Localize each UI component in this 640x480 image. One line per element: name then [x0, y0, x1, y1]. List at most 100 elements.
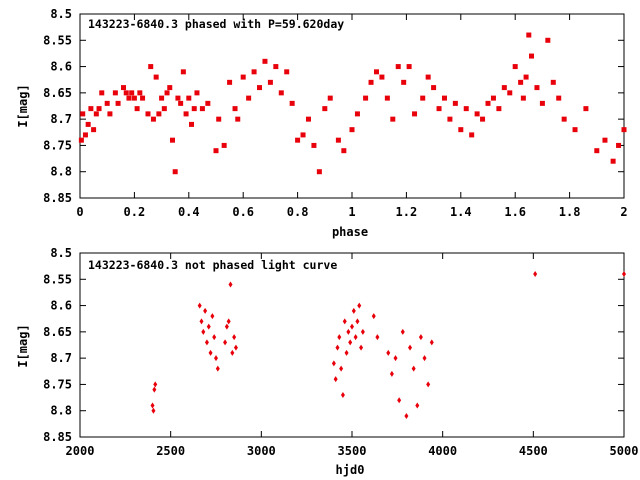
data-point [191, 106, 197, 112]
plot-frame [79, 252, 625, 438]
data-point [221, 142, 227, 148]
data-point [82, 132, 88, 138]
data-point [183, 111, 189, 117]
chart-title: 143223-6840.3 phased with P=59.620day [88, 17, 344, 31]
data-point [226, 318, 231, 325]
data-point [180, 69, 186, 75]
data-point [422, 355, 427, 362]
data-point [529, 53, 535, 59]
x-axis-label: phase [332, 225, 368, 239]
data-point [354, 111, 360, 117]
data-point [583, 106, 589, 112]
data-point [344, 349, 349, 356]
x-tick-label: 1.2 [396, 205, 418, 219]
data-point [197, 302, 202, 309]
data-point [480, 116, 486, 122]
tick-marks [79, 13, 625, 199]
data-point [137, 90, 143, 96]
data-point [224, 323, 229, 330]
data-point [210, 313, 215, 320]
data-point [400, 328, 405, 335]
x-tick-label: 3000 [247, 444, 276, 458]
data-point [353, 334, 358, 341]
data-points [150, 271, 626, 419]
data-point [350, 323, 354, 330]
data-point [379, 74, 385, 80]
x-tick-label: 4500 [519, 444, 548, 458]
x-tick-label: 5000 [610, 444, 639, 458]
data-point [412, 111, 418, 117]
data-point [257, 85, 263, 91]
y-axis-label: I[mag] [16, 84, 30, 127]
y-axis-label: I[mag] [16, 324, 30, 367]
data-point [360, 328, 365, 335]
x-tick-label: 2500 [156, 444, 185, 458]
x-tick-label: 0 [76, 205, 83, 219]
data-point [431, 85, 437, 91]
data-point [311, 142, 317, 148]
data-point [447, 116, 453, 122]
data-point [339, 365, 344, 372]
data-point [496, 106, 502, 112]
data-point [501, 85, 507, 91]
data-point [616, 142, 622, 148]
data-point [359, 344, 364, 351]
data-point [436, 106, 442, 112]
y-tick-label: 8.5 [50, 7, 72, 21]
data-point [375, 334, 380, 341]
x-tick-labels: 0 0.2 0.4 0.6 0.8 1 1.2 1.4 1.6 1.8 2 [76, 205, 627, 219]
data-point [80, 111, 86, 117]
y-tick-label: 8.65 [43, 325, 72, 339]
x-tick-label: 0.2 [124, 205, 146, 219]
data-point [533, 271, 538, 278]
data-point [523, 74, 529, 80]
data-point [411, 365, 416, 372]
data-point [340, 391, 345, 398]
data-point [386, 349, 391, 356]
data-point [545, 37, 551, 43]
data-point [169, 137, 175, 143]
data-point [104, 100, 110, 106]
data-point [150, 116, 156, 122]
data-point [490, 95, 496, 101]
x-tick-label: 0.6 [232, 205, 254, 219]
data-point [425, 74, 431, 80]
y-tick-labels: 8.5 8.55 8.6 8.65 8.7 8.75 8.8 8.85 [43, 246, 72, 444]
data-point [126, 95, 132, 101]
data-points [78, 32, 627, 175]
data-point [556, 95, 562, 101]
y-tick-labels: 8.5 8.55 8.6 8.65 8.7 8.75 8.8 8.85 [43, 7, 72, 205]
x-axis-label: hjd0 [336, 463, 365, 477]
data-point [189, 121, 195, 127]
data-point [393, 355, 398, 362]
x-tick-label: 1.8 [559, 205, 581, 219]
data-point [420, 95, 426, 101]
plot-frame [79, 13, 625, 199]
data-point [273, 64, 279, 70]
data-point [371, 313, 376, 320]
data-point [85, 121, 91, 127]
data-point [153, 74, 159, 80]
data-point [602, 137, 608, 143]
data-point [335, 137, 341, 143]
data-point [368, 79, 374, 85]
data-point [373, 69, 379, 75]
data-point [227, 79, 233, 85]
data-point [458, 127, 464, 133]
data-point [418, 334, 423, 341]
data-point [342, 318, 347, 325]
data-point [121, 85, 127, 91]
data-point [349, 127, 355, 133]
data-point [295, 137, 301, 143]
y-tick-label: 8.8 [50, 404, 72, 418]
data-point [355, 318, 360, 325]
data-point [408, 344, 413, 351]
data-point [512, 64, 518, 70]
data-point [235, 116, 241, 122]
data-point [507, 90, 513, 96]
x-tick-label: 1 [348, 205, 355, 219]
y-tick-label: 8.6 [50, 299, 72, 313]
data-point [520, 95, 526, 101]
data-point [384, 95, 390, 101]
data-point [621, 127, 627, 133]
